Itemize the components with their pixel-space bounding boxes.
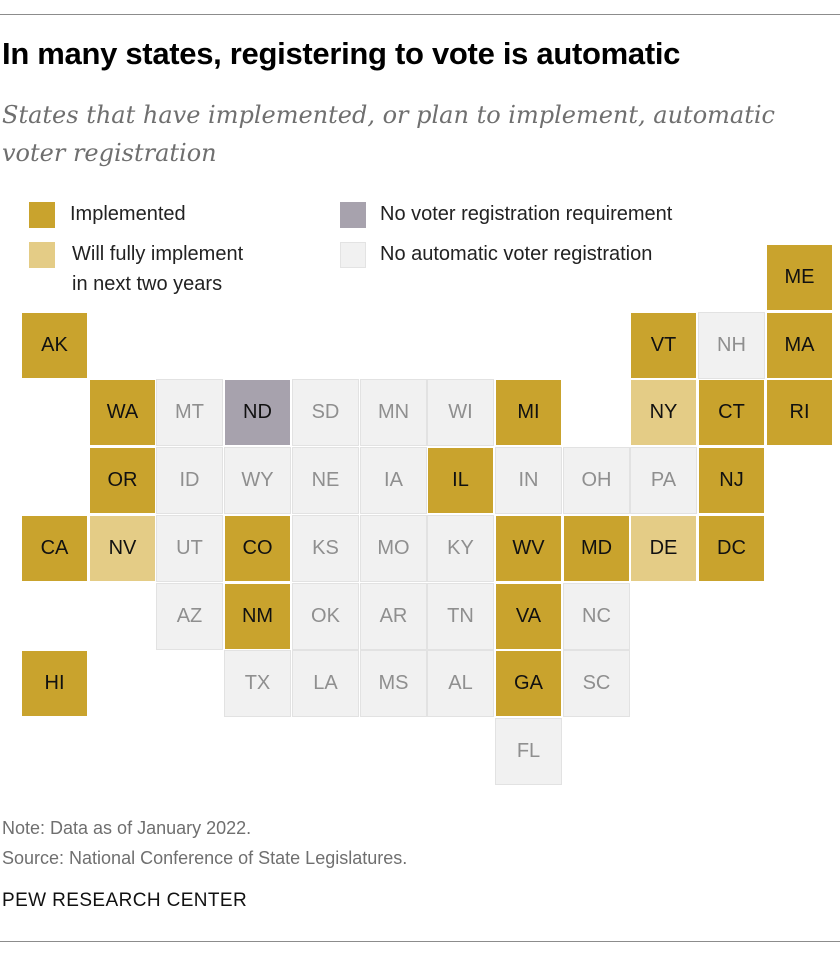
chart-source: Source: National Conference of State Leg… bbox=[2, 848, 408, 868]
state-tile-fl: FL bbox=[495, 718, 562, 785]
legend-label-no-requirement: No voter registration requirement bbox=[380, 203, 673, 225]
state-tile-ut: UT bbox=[156, 515, 223, 582]
legend-label-no-avr: No automatic voter registration bbox=[380, 243, 653, 265]
state-tile-tn: TN bbox=[427, 583, 494, 650]
chart-subtitle: States that have implemented, or plan to… bbox=[2, 101, 775, 167]
state-tile-ia: IA bbox=[360, 447, 427, 514]
state-tile-ri: RI bbox=[766, 379, 833, 446]
state-tile-la: LA bbox=[292, 650, 359, 717]
state-tile-id: ID bbox=[156, 447, 223, 514]
state-tile-sc: SC bbox=[563, 650, 630, 717]
legend-label-will-implement-line2: in next two years bbox=[72, 273, 223, 295]
legend-swatch-will-implement bbox=[29, 242, 55, 268]
state-tile-nc: NC bbox=[563, 583, 630, 650]
state-tile-sd: SD bbox=[292, 379, 359, 446]
state-tile-oh: OH bbox=[563, 447, 630, 514]
state-tile-ak: AK bbox=[21, 312, 88, 379]
state-tile-md: MD bbox=[563, 515, 630, 582]
state-tile-nj: NJ bbox=[698, 447, 765, 514]
state-tile-mi: MI bbox=[495, 379, 562, 446]
state-tile-de: DE bbox=[630, 515, 697, 582]
state-tile-ky: KY bbox=[427, 515, 494, 582]
state-tile-az: AZ bbox=[156, 583, 223, 650]
state-tile-ne: NE bbox=[292, 447, 359, 514]
top-rule bbox=[0, 14, 840, 15]
legend-label-implemented: Implemented bbox=[70, 203, 186, 225]
state-tile-me: ME bbox=[766, 244, 833, 311]
state-tile-vt: VT bbox=[630, 312, 697, 379]
legend-swatch-implemented bbox=[29, 202, 55, 228]
bottom-rule bbox=[0, 941, 840, 942]
state-tile-il: IL bbox=[427, 447, 494, 514]
state-tile-wv: WV bbox=[495, 515, 562, 582]
state-tile-ar: AR bbox=[360, 583, 427, 650]
state-tile-or: OR bbox=[89, 447, 156, 514]
state-tile-ma: MA bbox=[766, 312, 833, 379]
chart-note: Note: Data as of January 2022. bbox=[2, 818, 252, 838]
state-tile-mo: MO bbox=[360, 515, 427, 582]
state-tile-ga: GA bbox=[495, 650, 562, 717]
state-tile-ms: MS bbox=[360, 650, 427, 717]
state-tile-ok: OK bbox=[292, 583, 359, 650]
organization-name: PEW RESEARCH CENTER bbox=[2, 890, 248, 911]
legend-swatch-no-avr bbox=[340, 242, 366, 268]
state-tile-tx: TX bbox=[224, 650, 291, 717]
state-tile-wi: WI bbox=[427, 379, 494, 446]
state-tile-nd: ND bbox=[224, 379, 291, 446]
legend-label-will-implement-line1: Will fully implement bbox=[72, 243, 244, 265]
state-tile-dc: DC bbox=[698, 515, 765, 582]
state-tile-wy: WY bbox=[224, 447, 291, 514]
state-tile-ny: NY bbox=[630, 379, 697, 446]
state-tile-mn: MN bbox=[360, 379, 427, 446]
state-tile-wa: WA bbox=[89, 379, 156, 446]
state-tile-nm: NM bbox=[224, 583, 291, 650]
state-tile-ks: KS bbox=[292, 515, 359, 582]
state-tile-va: VA bbox=[495, 583, 562, 650]
state-tile-al: AL bbox=[427, 650, 494, 717]
state-tile-nh: NH bbox=[698, 312, 765, 379]
state-tile-in: IN bbox=[495, 447, 562, 514]
state-tile-nv: NV bbox=[89, 515, 156, 582]
state-tile-pa: PA bbox=[630, 447, 697, 514]
chart-title: In many states, registering to vote is a… bbox=[2, 36, 681, 71]
state-tile-hi: HI bbox=[21, 650, 88, 717]
state-tile-ct: CT bbox=[698, 379, 765, 446]
state-tile-ca: CA bbox=[21, 515, 88, 582]
state-tile-co: CO bbox=[224, 515, 291, 582]
legend-swatch-no-requirement bbox=[340, 202, 366, 228]
state-tile-mt: MT bbox=[156, 379, 223, 446]
